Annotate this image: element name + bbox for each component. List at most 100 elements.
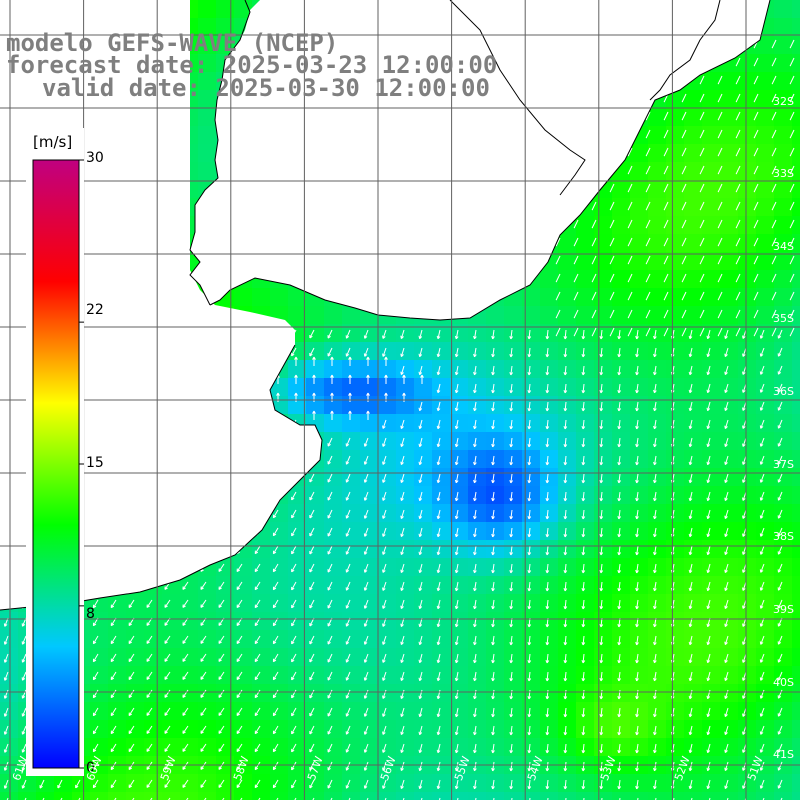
wind-vector xyxy=(777,401,783,411)
wind-vector xyxy=(599,455,604,466)
wind-vector xyxy=(599,365,604,376)
wind-speed-cell xyxy=(540,450,558,468)
wind-speed-cell xyxy=(504,324,522,342)
wind-speed-cell xyxy=(450,612,468,630)
wind-speed-cell xyxy=(792,378,800,396)
wind-vector xyxy=(254,545,261,555)
wind-speed-cell xyxy=(594,702,612,720)
wind-vector xyxy=(254,581,261,591)
wind-speed-cell xyxy=(360,414,378,432)
wind-vector xyxy=(473,401,477,412)
wind-speed-cell xyxy=(756,594,774,612)
wind-speed-cell xyxy=(198,36,216,54)
wind-speed-cell xyxy=(288,792,306,800)
wind-speed-cell xyxy=(522,342,540,360)
wind-speed-cell xyxy=(252,648,270,666)
wind-speed-cell xyxy=(324,522,342,540)
wind-speed-cell xyxy=(666,432,684,450)
wind-speed-cell xyxy=(486,342,504,360)
wind-vector xyxy=(400,329,405,339)
wind-vector xyxy=(581,455,586,466)
wind-speed-cell xyxy=(684,396,702,414)
wind-speed-cell xyxy=(180,774,198,792)
wind-speed-cell xyxy=(522,414,540,432)
wind-speed-cell xyxy=(486,414,504,432)
wind-speed-cell xyxy=(486,630,504,648)
wind-speed-cell xyxy=(702,648,720,666)
wind-vector xyxy=(527,383,532,394)
wind-speed-cell xyxy=(432,774,450,792)
wind-speed-cell xyxy=(270,702,288,720)
wind-speed-cell xyxy=(594,630,612,648)
wind-speed-cell xyxy=(612,450,630,468)
wind-vector xyxy=(454,563,459,574)
wind-vector xyxy=(436,365,441,376)
wind-speed-cell xyxy=(756,180,774,198)
wind-vector xyxy=(363,347,369,357)
wind-speed-cell xyxy=(648,612,666,630)
wind-speed-cell xyxy=(594,576,612,594)
wind-speed-cell xyxy=(720,774,738,792)
wind-vector xyxy=(688,491,693,502)
wind-speed-cell xyxy=(630,396,648,414)
wind-speed-cell xyxy=(144,612,162,630)
wind-speed-cell xyxy=(702,702,720,720)
wind-speed-cell xyxy=(180,630,198,648)
wind-vector xyxy=(272,527,279,537)
wind-speed-cell xyxy=(432,342,450,360)
wind-vector xyxy=(706,347,711,358)
wind-speed-cell xyxy=(414,504,432,522)
wind-speed-cell xyxy=(684,126,702,144)
wind-speed-cell xyxy=(324,486,342,504)
wind-vector xyxy=(777,473,783,483)
wind-speed-cell xyxy=(414,684,432,702)
wind-speed-cell xyxy=(198,72,216,90)
wind-speed-cell xyxy=(396,414,414,432)
wind-speed-cell xyxy=(684,234,702,252)
wind-speed-cell xyxy=(666,720,684,738)
wind-speed-cell xyxy=(360,684,378,702)
wind-speed-cell xyxy=(774,90,792,108)
wind-speed-cell xyxy=(648,576,666,594)
wind-speed-cell xyxy=(468,630,486,648)
wind-speed-cell xyxy=(288,306,306,324)
wind-vector xyxy=(454,581,459,592)
wind-vector xyxy=(545,527,550,538)
wind-speed-cell xyxy=(666,198,684,216)
wind-vector xyxy=(706,509,711,520)
wind-speed-cell xyxy=(594,234,612,252)
wind-speed-cell xyxy=(756,306,774,324)
wind-vector xyxy=(454,473,459,484)
wind-speed-cell xyxy=(126,594,144,612)
wind-speed-cell xyxy=(558,522,576,540)
wind-vector xyxy=(400,437,405,447)
wind-vector xyxy=(491,419,495,430)
wind-speed-cell xyxy=(378,450,396,468)
wind-speed-cell xyxy=(594,432,612,450)
wind-speed-cell xyxy=(414,792,432,800)
wind-speed-cell xyxy=(342,792,360,800)
wind-speed-cell xyxy=(504,684,522,702)
wind-speed-cell xyxy=(432,540,450,558)
wind-vector xyxy=(688,473,693,484)
wind-speed-cell xyxy=(396,630,414,648)
wind-speed-cell xyxy=(684,90,702,108)
wind-vector xyxy=(345,473,351,483)
wind-speed-cell xyxy=(270,774,288,792)
wind-speed-cell xyxy=(720,702,738,720)
wind-vector xyxy=(509,455,514,466)
wind-speed-cell xyxy=(360,540,378,558)
wind-speed-cell xyxy=(720,576,738,594)
wind-speed-cell xyxy=(288,738,306,756)
wind-speed-cell xyxy=(396,378,414,396)
wind-vector xyxy=(382,563,387,573)
wind-speed-cell xyxy=(612,198,630,216)
wind-speed-cell xyxy=(540,576,558,594)
wind-vector xyxy=(635,401,639,412)
wind-speed-cell xyxy=(720,522,738,540)
wind-speed-cell xyxy=(792,594,800,612)
wind-speed-cell xyxy=(756,378,774,396)
wind-speed-cell xyxy=(774,396,792,414)
wind-speed-cell xyxy=(720,504,738,522)
wind-speed-cell xyxy=(738,198,756,216)
